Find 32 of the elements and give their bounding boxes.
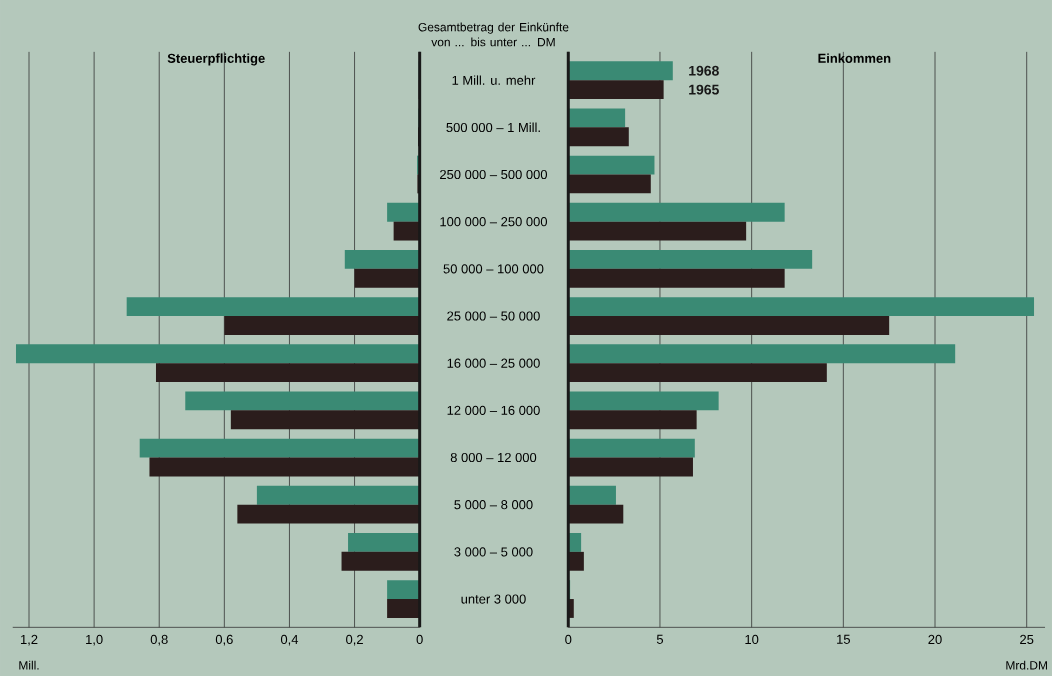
chart-title: Steuerpflichtige: [167, 53, 265, 66]
x-tick-label: 20: [928, 634, 942, 644]
x-axis-title: Mrd.DM: [1006, 660, 1047, 670]
y-tick-label: 8 000 – 12 000: [450, 452, 537, 463]
y-tick-label: 250 000 – 500 000: [440, 169, 548, 179]
chart-title: Einkommen: [818, 53, 891, 63]
y-tick-label: 25 000 – 50 000: [447, 311, 540, 321]
series-label: 1965: [689, 84, 719, 95]
y-tick-label: 50 000 – 100 000: [443, 264, 544, 274]
x-tick-label: 5: [656, 634, 664, 644]
y-tick-label: 12 000 – 16 000: [447, 405, 540, 415]
y-tick-label: 16 000 – 25 000: [447, 358, 540, 368]
x-tick-label: 0,2: [346, 634, 363, 646]
x-tick-label: 0,8: [150, 634, 168, 646]
y-tick-label: 100 000 – 250 000: [440, 216, 548, 227]
y-tick-label: 3 000 – 5 000: [454, 547, 533, 557]
x-tick-label: 0: [565, 634, 572, 644]
x-axis-title: Mill.: [19, 660, 39, 670]
x-tick-label: 0,4: [280, 634, 299, 646]
x-tick-label: 25: [1020, 634, 1034, 644]
x-tick-label: 1,0: [86, 634, 103, 646]
x-tick-label: 15: [837, 634, 850, 644]
x-tick-label: 0: [416, 634, 423, 644]
y-tick-label: unter 3 000: [461, 594, 526, 604]
x-tick-label: 1,2: [20, 634, 38, 646]
x-tick-label: 0,6: [215, 634, 233, 646]
y-tick-label: 500 000 – 1 Mill.: [446, 122, 540, 132]
series-label: 1968: [689, 65, 719, 76]
y-tick-label: 1 Mill. u. mehr: [452, 75, 536, 85]
y-axis-title: Gesamtbetrag der Einkünfte von ... bis unter ... DM: [418, 22, 569, 47]
x-tick-label: 10: [745, 634, 759, 644]
y-tick-label: 5 000 – 8 000: [454, 500, 533, 510]
